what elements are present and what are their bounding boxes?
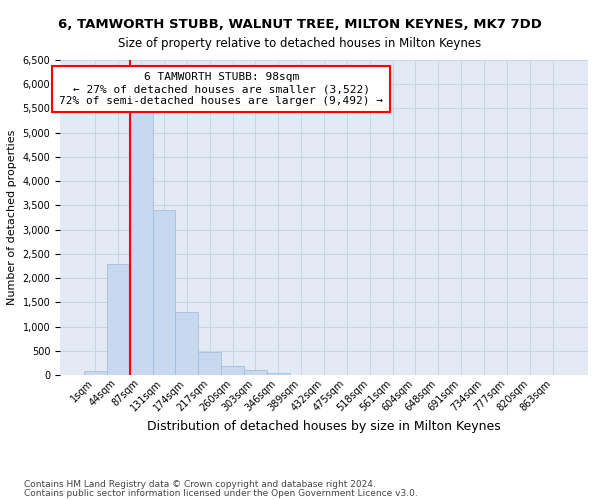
Y-axis label: Number of detached properties: Number of detached properties (7, 130, 17, 305)
Text: 6 TAMWORTH STUBB: 98sqm
← 27% of detached houses are smaller (3,522)
72% of semi: 6 TAMWORTH STUBB: 98sqm ← 27% of detache… (59, 72, 383, 106)
Bar (175, 312, 198, 375)
Bar (130, 111, 152, 375)
X-axis label: Distribution of detached houses by size in Milton Keynes: Distribution of detached houses by size … (147, 420, 501, 432)
Text: Contains public sector information licensed under the Open Government Licence v3: Contains public sector information licen… (24, 488, 418, 498)
Bar (221, 366, 244, 375)
Text: Contains HM Land Registry data © Crown copyright and database right 2024.: Contains HM Land Registry data © Crown c… (24, 480, 376, 489)
Text: 6, TAMWORTH STUBB, WALNUT TREE, MILTON KEYNES, MK7 7DD: 6, TAMWORTH STUBB, WALNUT TREE, MILTON K… (58, 18, 542, 30)
Bar (244, 370, 267, 375)
Bar (152, 210, 175, 375)
Bar (267, 372, 290, 375)
Bar (198, 352, 221, 375)
Text: Size of property relative to detached houses in Milton Keynes: Size of property relative to detached ho… (118, 38, 482, 51)
Bar (107, 264, 130, 375)
Bar (84, 372, 107, 375)
